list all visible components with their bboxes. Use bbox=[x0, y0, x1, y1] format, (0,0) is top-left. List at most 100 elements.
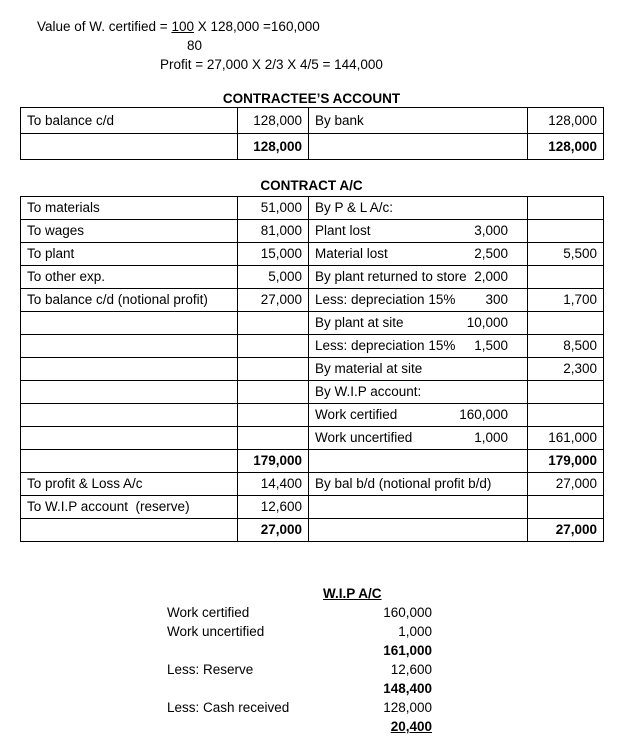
debit-desc-cell: To W.I.P account (reserve) bbox=[20, 495, 238, 519]
list-item: Less: Cash received 128,000 bbox=[167, 698, 432, 717]
credit-amount-cell: 27,000 bbox=[527, 472, 604, 496]
debit-desc-cell bbox=[20, 133, 238, 160]
credit-amount-cell: 2,300 bbox=[527, 357, 604, 381]
wip-subtotal: 161,000 bbox=[383, 643, 432, 658]
credit-amount-cell bbox=[527, 219, 604, 243]
formula-numerator: 100 bbox=[171, 19, 194, 34]
credit-desc-label: By plant at site bbox=[315, 315, 404, 330]
wip-label: Less: Cash received bbox=[167, 700, 290, 715]
wip-label: Work certified bbox=[167, 605, 250, 620]
debit-amount-cell bbox=[237, 311, 309, 335]
credit-amount-cell bbox=[527, 495, 604, 519]
credit-sub-amount: 2,000 bbox=[474, 269, 508, 284]
table-row: By W.I.P account: bbox=[20, 380, 604, 404]
credit-sub-amount: 10,000 bbox=[466, 315, 508, 330]
debit-amount-cell bbox=[237, 426, 309, 450]
table-row: Work uncertified 1,000 161,000 bbox=[20, 426, 604, 450]
credit-amount-cell: 1,700 bbox=[527, 288, 604, 312]
credit-desc-cell bbox=[308, 518, 528, 542]
credit-amount-cell: 8,500 bbox=[527, 334, 604, 358]
credit-desc-cell: By plant at site 10,000 bbox=[308, 311, 528, 335]
credit-amount-cell bbox=[527, 380, 604, 404]
wip-final-total: 20,400 bbox=[390, 719, 432, 734]
credit-desc-label: By bal b/d (notional profit b/d) bbox=[315, 476, 492, 491]
debit-desc-cell: To profit & Loss A/c bbox=[20, 472, 238, 496]
contract-account-table: To materials 51,000 By P & L A/c: To wag… bbox=[20, 196, 604, 542]
wip-label bbox=[167, 679, 332, 698]
formula-denominator: 80 bbox=[187, 38, 203, 53]
debit-amount-cell bbox=[237, 380, 309, 404]
list-item: Work certified 160,000 bbox=[167, 603, 432, 622]
credit-total-cell: 128,000 bbox=[527, 133, 604, 160]
debit-total-cell: 27,000 bbox=[237, 518, 309, 542]
credit-total-cell: 179,000 bbox=[527, 449, 604, 473]
debit-desc-cell: To plant bbox=[20, 242, 238, 266]
list-item: Less: Reserve 12,600 bbox=[167, 660, 432, 679]
debit-amount-cell: 51,000 bbox=[237, 196, 309, 220]
credit-amount-cell: 161,000 bbox=[527, 426, 604, 450]
wip-account-title: W.I.P A/C bbox=[323, 586, 382, 601]
formula-block: Value of W. certified = 100 X 128,000 =1… bbox=[0, 0, 629, 74]
list-item-subtotal: 161,000 bbox=[167, 641, 432, 660]
contractee-account-title: CONTRACTEE’S ACCOUNT bbox=[222, 91, 401, 106]
credit-amount-cell: 5,500 bbox=[527, 242, 604, 266]
credit-total-cell: 27,000 bbox=[527, 518, 604, 542]
credit-desc-cell: By W.I.P account: bbox=[308, 380, 528, 404]
credit-amount-cell bbox=[527, 403, 604, 427]
debit-amount-cell bbox=[237, 334, 309, 358]
credit-desc-cell: Material lost 2,500 bbox=[308, 242, 528, 266]
table-row: To profit & Loss A/c 14,400 By bal b/d (… bbox=[20, 472, 604, 496]
debit-amount-cell: 128,000 bbox=[237, 107, 309, 134]
table-row: Work certified 160,000 bbox=[20, 403, 604, 427]
wip-label bbox=[167, 717, 332, 736]
wip-amount: 160,000 bbox=[383, 605, 432, 620]
debit-amount-cell: 5,000 bbox=[237, 265, 309, 289]
table-row-total: 128,000 128,000 bbox=[20, 133, 604, 160]
debit-amount-cell: 15,000 bbox=[237, 242, 309, 266]
debit-desc-cell bbox=[20, 380, 238, 404]
wip-label bbox=[167, 641, 332, 660]
formula-line1-prefix: Value of W. certified = bbox=[37, 19, 172, 34]
debit-desc-cell bbox=[20, 426, 238, 450]
wip-amount: 1,000 bbox=[398, 624, 432, 639]
credit-desc-cell: By P & L A/c: bbox=[308, 196, 528, 220]
credit-amount-cell bbox=[527, 265, 604, 289]
credit-desc-label: Work certified bbox=[315, 407, 398, 422]
table-row: To wages 81,000 Plant lost 3,000 bbox=[20, 219, 604, 243]
debit-desc-cell bbox=[20, 357, 238, 381]
debit-amount-cell: 12,600 bbox=[237, 495, 309, 519]
debit-amount-cell bbox=[237, 357, 309, 381]
debit-total-cell: 128,000 bbox=[237, 133, 309, 160]
credit-desc-label: By P & L A/c: bbox=[315, 200, 394, 215]
credit-desc-label: By material at site bbox=[315, 361, 423, 376]
table-row: By material at site 2,300 bbox=[20, 357, 604, 381]
credit-sub-amount: 2,500 bbox=[474, 246, 508, 261]
debit-desc-cell: To other exp. bbox=[20, 265, 238, 289]
table-row: Less: depreciation 15% 1,500 8,500 bbox=[20, 334, 604, 358]
table-row: To balance c/d (notional profit) 27,000 … bbox=[20, 288, 604, 312]
table-row-total: 27,000 27,000 bbox=[20, 518, 604, 542]
debit-desc-cell: To materials bbox=[20, 196, 238, 220]
credit-desc-cell: By plant returned to store 2,000 bbox=[308, 265, 528, 289]
list-item-final-total: 20,400 bbox=[167, 717, 432, 736]
credit-desc-label: Work uncertified bbox=[315, 430, 413, 445]
table-row: To other exp. 5,000 By plant returned to… bbox=[20, 265, 604, 289]
debit-amount-cell: 27,000 bbox=[237, 288, 309, 312]
debit-amount-cell bbox=[237, 403, 309, 427]
formula-line1-rest: X 128,000 =160,000 bbox=[193, 19, 320, 34]
contract-account-title: CONTRACT A/C bbox=[260, 178, 363, 193]
credit-desc-cell: Work certified 160,000 bbox=[308, 403, 528, 427]
list-item-subtotal: 148,400 bbox=[167, 679, 432, 698]
debit-desc-cell bbox=[20, 449, 238, 473]
debit-desc-cell bbox=[20, 311, 238, 335]
credit-desc-label: Plant lost bbox=[315, 223, 371, 238]
debit-desc-cell bbox=[20, 518, 238, 542]
debit-total-cell: 179,000 bbox=[237, 449, 309, 473]
wip-label: Work uncertified bbox=[167, 624, 265, 639]
table-row: To plant 15,000 Material lost 2,500 5,500 bbox=[20, 242, 604, 266]
formula-line-1: Value of W. certified = 100 X 128,000 =1… bbox=[37, 17, 629, 36]
debit-desc-cell: To balance c/d bbox=[20, 107, 238, 134]
debit-desc-cell bbox=[20, 334, 238, 358]
credit-amount-cell: 128,000 bbox=[527, 107, 604, 134]
formula-line-3: Profit = 27,000 X 2/3 X 4/5 = 144,000 bbox=[160, 57, 383, 72]
